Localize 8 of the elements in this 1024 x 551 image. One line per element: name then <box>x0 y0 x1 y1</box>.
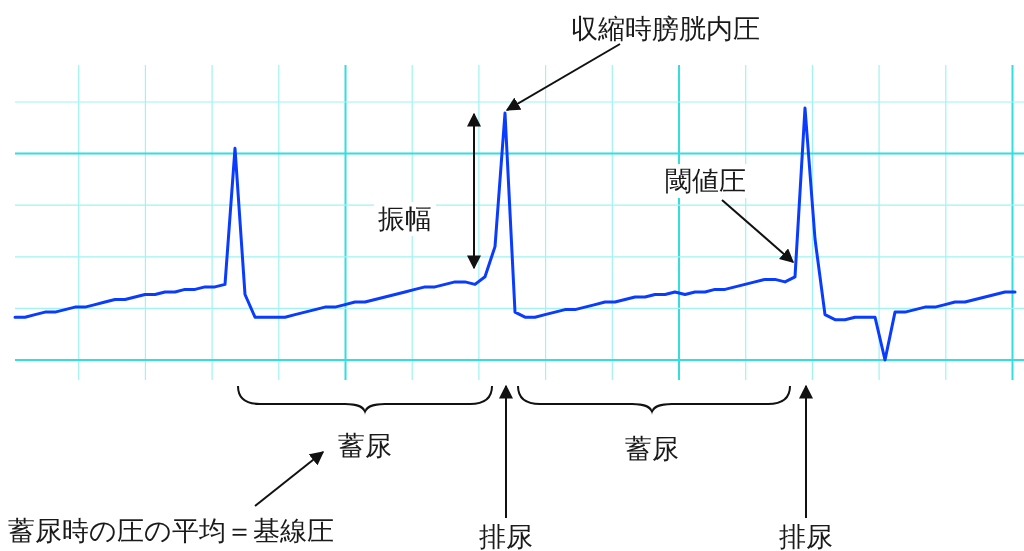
annotation: 蓄尿時の圧の平均＝基線圧 <box>8 516 334 546</box>
annotation: 蓄尿 <box>625 434 679 464</box>
annotation: 収縮時膀胱内圧 <box>570 14 760 44</box>
annotation: 蓄尿 <box>338 431 392 461</box>
annotation: 振幅 <box>378 204 432 234</box>
annotation: 排尿 <box>479 522 533 551</box>
annotation: 排尿 <box>779 522 833 551</box>
annotation: 閾値圧 <box>664 166 746 196</box>
